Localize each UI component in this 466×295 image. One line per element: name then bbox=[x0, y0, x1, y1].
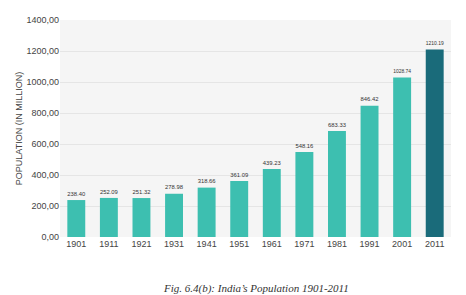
svg-text:251.32: 251.32 bbox=[133, 189, 151, 195]
svg-text:1941: 1941 bbox=[197, 239, 217, 249]
svg-text:1200,00: 1200,00 bbox=[26, 46, 59, 56]
svg-text:1991: 1991 bbox=[360, 239, 380, 249]
svg-text:1028.74: 1028.74 bbox=[393, 69, 411, 74]
svg-text:278.98: 278.98 bbox=[165, 184, 183, 190]
svg-text:683.33: 683.33 bbox=[328, 122, 346, 128]
svg-text:318.66: 318.66 bbox=[198, 178, 216, 184]
svg-text:800,00: 800,00 bbox=[31, 108, 59, 118]
svg-text:2011: 2011 bbox=[425, 239, 444, 249]
svg-text:238.40: 238.40 bbox=[67, 191, 86, 197]
svg-text:1210.19: 1210.19 bbox=[426, 41, 444, 46]
svg-text:548.16: 548.16 bbox=[295, 143, 313, 149]
svg-text:1981: 1981 bbox=[327, 239, 347, 249]
svg-text:200,00: 200,00 bbox=[31, 201, 59, 211]
svg-text:439.23: 439.23 bbox=[263, 160, 281, 166]
svg-text:POPULATION (IN MILLION): POPULATION (IN MILLION) bbox=[14, 72, 24, 185]
svg-text:361.09: 361.09 bbox=[230, 172, 248, 178]
svg-text:1000,00: 1000,00 bbox=[26, 77, 59, 87]
svg-text:400,00: 400,00 bbox=[31, 170, 59, 180]
svg-text:1921: 1921 bbox=[131, 239, 151, 249]
svg-text:1931: 1931 bbox=[164, 239, 184, 249]
svg-text:1961: 1961 bbox=[262, 239, 282, 249]
svg-text:600,00: 600,00 bbox=[31, 139, 59, 149]
svg-text:2001: 2001 bbox=[392, 239, 412, 249]
svg-text:1971: 1971 bbox=[294, 239, 314, 249]
svg-text:Fig. 6.4(b): India’s Populatio: Fig. 6.4(b): India’s Population 1901-201… bbox=[163, 282, 349, 295]
svg-text:0,00: 0,00 bbox=[41, 232, 59, 242]
svg-text:1400,00: 1400,00 bbox=[26, 15, 59, 25]
svg-text:1951: 1951 bbox=[229, 239, 249, 249]
svg-text:846.42: 846.42 bbox=[361, 96, 379, 102]
svg-text:1901: 1901 bbox=[66, 239, 86, 249]
svg-text:252.09: 252.09 bbox=[100, 189, 118, 195]
svg-text:1911: 1911 bbox=[99, 239, 118, 249]
